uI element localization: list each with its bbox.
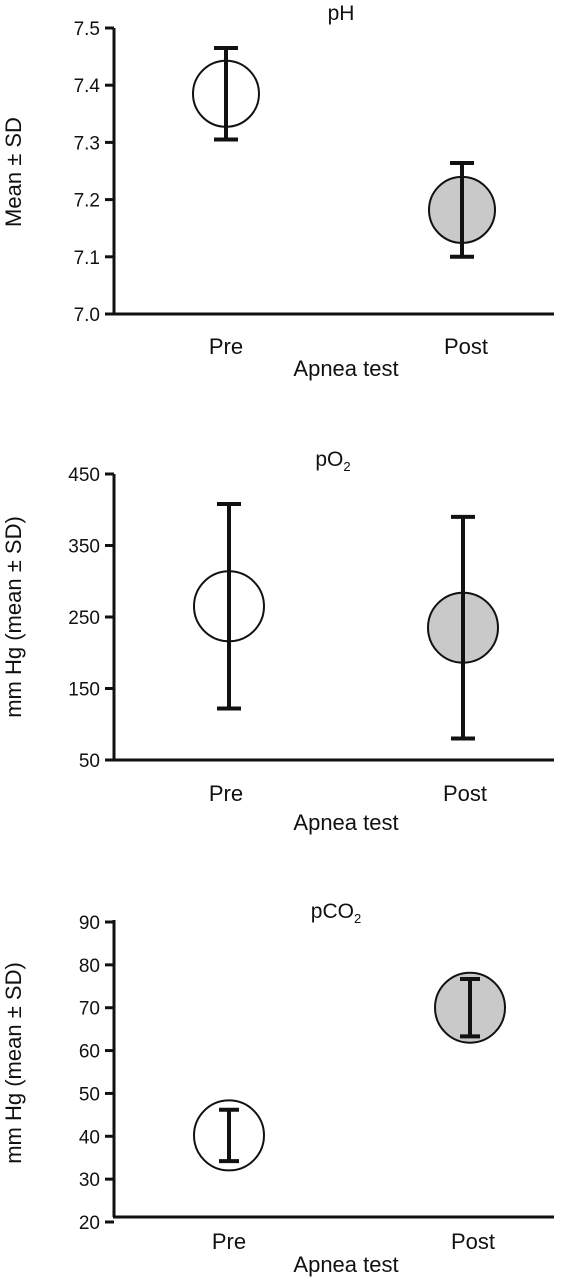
po2-panel: pO2 mm Hg (mean ± SD) 50 150 250 350 450 Pre… xyxy=(1,448,554,835)
pco2-y-tick-label-80: 80 xyxy=(79,956,100,977)
ph-y-tick-label-7.5: 7.5 xyxy=(74,19,100,40)
ph-y-ticks: 7.0 7.1 7.2 7.3 7.4 7.5 xyxy=(74,19,114,326)
pco2-y-axis-title: mm Hg (mean ± SD) xyxy=(1,962,26,1164)
po2-category-label-post: Post xyxy=(443,781,487,806)
ph-y-tick-label-7.0: 7.0 xyxy=(74,305,100,326)
po2-y-tick-label-50: 50 xyxy=(79,751,100,772)
po2-x-axis-title: Apnea test xyxy=(293,810,398,835)
pco2-y-ticks: 20 30 40 50 60 70 80 90 xyxy=(79,913,114,1234)
po2-y-tick-label-250: 250 xyxy=(68,608,100,629)
po2-y-axis-title: mm Hg (mean ± SD) xyxy=(1,516,26,718)
pco2-y-tick-label-50: 50 xyxy=(79,1084,100,1105)
po2-y-tick-label-450: 450 xyxy=(68,465,100,486)
ph-title: pH xyxy=(328,2,355,25)
pco2-y-tick-label-30: 30 xyxy=(79,1170,100,1191)
ph-y-axis-title: Mean ± SD xyxy=(1,117,26,227)
pco2-y-tick-label-90: 90 xyxy=(79,913,100,934)
po2-marks xyxy=(193,502,499,741)
po2-title: pO2 xyxy=(315,448,350,474)
ph-category-label-post: Post xyxy=(444,334,488,359)
po2-category-label-pre: Pre xyxy=(209,781,243,806)
ph-category-label-pre: Pre xyxy=(209,334,243,359)
ph-marks xyxy=(192,46,496,259)
po2-y-ticks: 50 150 250 350 450 xyxy=(68,465,114,772)
ph-panel: pH Mean ± SD 7.0 7.1 7.2 7.3 7.4 7.5 Pre Post… xyxy=(1,2,554,381)
pco2-y-tick-label-60: 60 xyxy=(79,1042,100,1063)
pco2-category-label-pre: Pre xyxy=(212,1229,246,1254)
ph-y-tick-label-7.1: 7.1 xyxy=(74,248,100,269)
ph-y-tick-label-7.4: 7.4 xyxy=(74,76,101,97)
pco2-y-tick-label-20: 20 xyxy=(79,1213,100,1234)
pco2-y-tick-label-70: 70 xyxy=(79,999,100,1020)
pco2-panel: pCO2 mm Hg (mean ± SD) 2030405060708090 … xyxy=(1,900,554,1277)
po2-y-tick-label-150: 150 xyxy=(68,680,100,701)
pco2-category-label-post: Post xyxy=(451,1229,495,1254)
po2-y-tick-label-350: 350 xyxy=(68,537,100,558)
pco2-marks xyxy=(193,971,506,1172)
pco2-title: pCO2 xyxy=(311,900,361,926)
pco2-x-axis-title: Apnea test xyxy=(293,1252,398,1277)
ph-y-tick-label-7.3: 7.3 xyxy=(74,133,100,154)
pco2-y-tick-label-40: 40 xyxy=(79,1127,100,1148)
ph-x-axis-title: Apnea test xyxy=(293,356,398,381)
ph-y-tick-label-7.2: 7.2 xyxy=(74,191,100,212)
